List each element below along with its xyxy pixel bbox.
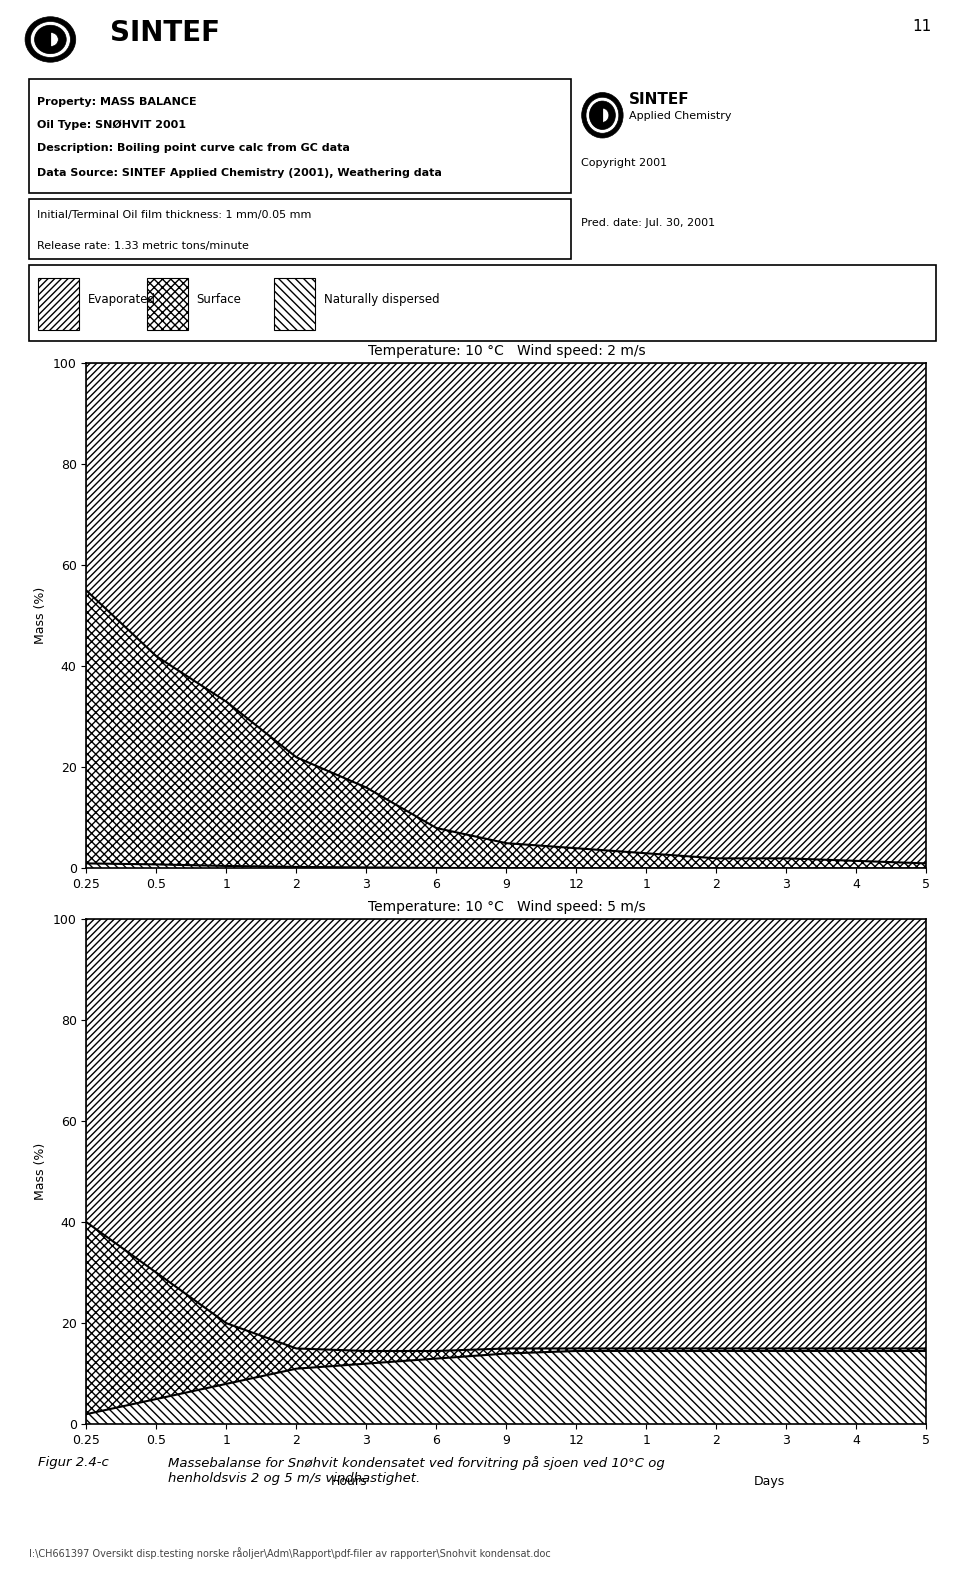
Text: Applied Chemistry: Applied Chemistry — [629, 111, 732, 120]
Text: Massebalanse for Snøhvit kondensatet ved forvitring på sjoen ved 10°C og
henhold: Massebalanse for Snøhvit kondensatet ved… — [168, 1456, 664, 1484]
Text: Release rate: 1.33 metric tons/minute: Release rate: 1.33 metric tons/minute — [36, 242, 249, 251]
Text: SINTEF: SINTEF — [110, 19, 221, 47]
Text: Copyright 2001: Copyright 2001 — [581, 158, 667, 167]
Text: SINTEF: SINTEF — [629, 92, 689, 106]
Text: Naturally dispersed: Naturally dispersed — [324, 292, 440, 306]
Bar — [274, 278, 315, 330]
Text: Initial/Terminal Oil film thickness: 1 mm/0.05 mm: Initial/Terminal Oil film thickness: 1 m… — [36, 210, 311, 219]
Wedge shape — [36, 27, 50, 52]
Circle shape — [596, 107, 609, 122]
Text: Property: MASS BALANCE: Property: MASS BALANCE — [36, 98, 197, 107]
Wedge shape — [590, 103, 603, 128]
Y-axis label: Mass (%): Mass (%) — [35, 1143, 47, 1200]
Circle shape — [35, 25, 66, 54]
Text: Description: Boiling point curve calc from GC data: Description: Boiling point curve calc fr… — [36, 142, 349, 153]
Text: Hours: Hours — [330, 1475, 367, 1487]
Circle shape — [582, 93, 623, 137]
Circle shape — [586, 98, 619, 133]
Text: Oil Type: SNØHVIT 2001: Oil Type: SNØHVIT 2001 — [36, 120, 186, 129]
Text: Evaporated: Evaporated — [87, 292, 156, 306]
Title: Temperature: 10 °C   Wind speed: 5 m/s: Temperature: 10 °C Wind speed: 5 m/s — [368, 900, 645, 914]
Bar — [147, 278, 187, 330]
Text: I:\CH661397 Oversikt disp.testing norske råoljer\Adm\Rapport\pdf-filer av rappor: I:\CH661397 Oversikt disp.testing norske… — [29, 1547, 550, 1560]
Circle shape — [31, 22, 70, 57]
Y-axis label: Mass (%): Mass (%) — [35, 587, 47, 644]
Text: 11: 11 — [912, 19, 931, 33]
Text: Pred. date: Jul. 30, 2001: Pred. date: Jul. 30, 2001 — [581, 218, 715, 227]
Bar — [37, 278, 79, 330]
Text: Hours: Hours — [330, 919, 367, 932]
Circle shape — [25, 17, 76, 62]
Circle shape — [42, 32, 59, 46]
Circle shape — [589, 101, 615, 129]
Text: Surface: Surface — [197, 292, 242, 306]
Text: Days: Days — [754, 919, 784, 932]
Title: Temperature: 10 °C   Wind speed: 2 m/s: Temperature: 10 °C Wind speed: 2 m/s — [368, 344, 645, 358]
Text: Data Source: SINTEF Applied Chemistry (2001), Weathering data: Data Source: SINTEF Applied Chemistry (2… — [36, 167, 442, 177]
Text: Days: Days — [754, 1475, 784, 1487]
Text: Figur 2.4-c: Figur 2.4-c — [38, 1456, 109, 1468]
